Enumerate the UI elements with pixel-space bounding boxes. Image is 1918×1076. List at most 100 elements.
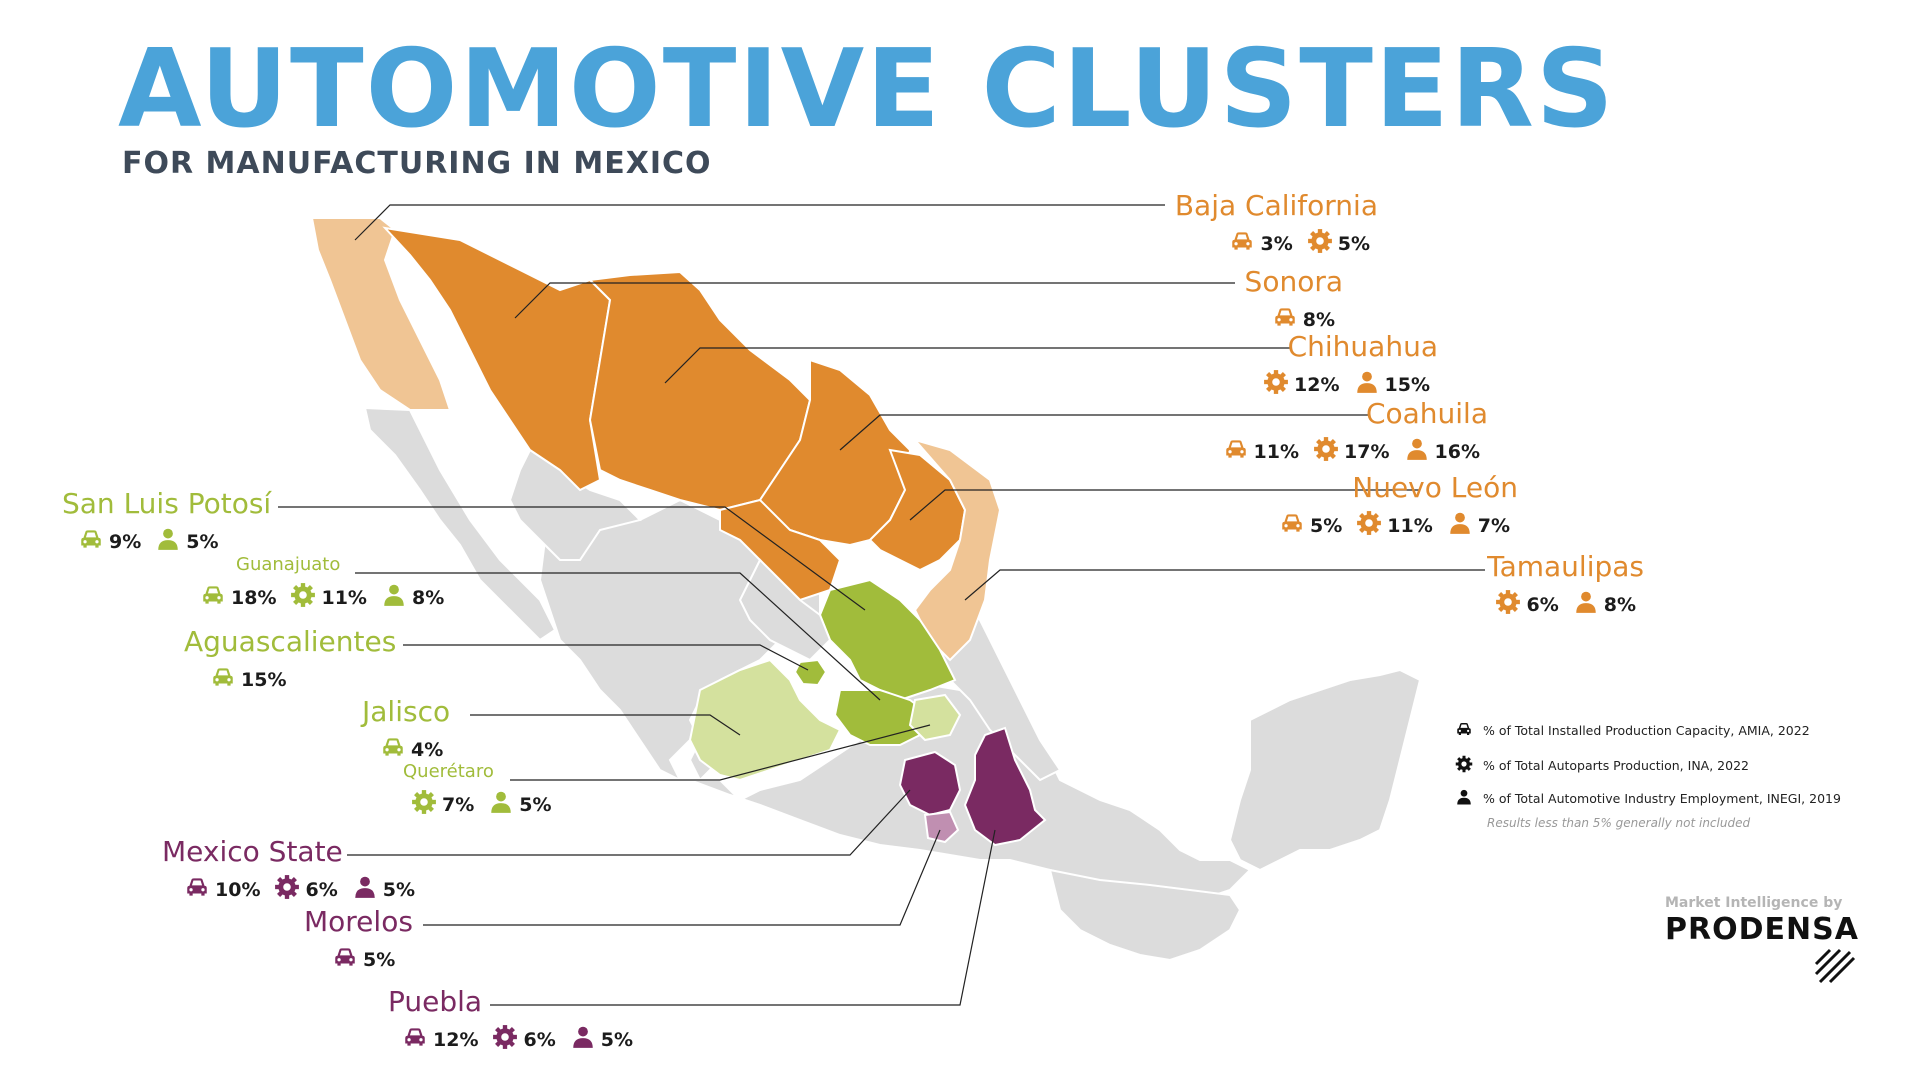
stat-value: 18% bbox=[231, 586, 277, 609]
leader-guanajuato bbox=[355, 572, 881, 701]
person-icon bbox=[488, 789, 514, 820]
region-chihuahua: Chihuahua 12% 15% bbox=[1263, 333, 1438, 400]
person-icon bbox=[1404, 436, 1430, 467]
region-mexico-state: Mexico State 10% 6% 5% bbox=[162, 838, 423, 905]
bajio-cluster bbox=[688, 558, 962, 782]
stat-person: 8% bbox=[381, 582, 444, 613]
car-icon bbox=[200, 582, 226, 613]
yucatan-shape bbox=[1228, 668, 1422, 872]
region-stats: 7% 5% bbox=[411, 789, 560, 820]
region-name: Mexico State bbox=[162, 835, 343, 868]
region-name: Coahuila bbox=[1365, 397, 1488, 430]
region-nuevo-leon: Nuevo León 5% 11% 7% bbox=[1279, 474, 1518, 541]
stat-person: 15% bbox=[1354, 369, 1430, 400]
region-name: Guanajuato bbox=[236, 554, 341, 575]
region-name: Querétaro bbox=[403, 761, 494, 782]
brand-stripes-icon bbox=[1814, 948, 1856, 984]
page-title: AUTOMOTIVE CLUSTERS bbox=[118, 27, 1616, 152]
gear-icon bbox=[1495, 589, 1521, 620]
stat-gear: 11% bbox=[1356, 510, 1433, 541]
region-queretaro: Querétaro 7% 5% bbox=[403, 763, 560, 820]
baja-california-shape bbox=[310, 217, 452, 411]
region-morelos: Morelos 5% bbox=[304, 908, 413, 975]
stat-value: 15% bbox=[241, 668, 287, 691]
person-icon bbox=[1447, 510, 1473, 541]
leader-sonora bbox=[514, 282, 1235, 319]
legend-item-capacity: % of Total Installed Production Capacity… bbox=[1455, 720, 1810, 741]
region-stats: 12% 15% bbox=[1263, 369, 1438, 400]
region-puebla: Puebla 12% 6% 5% bbox=[388, 988, 641, 1055]
region-stats: 5% bbox=[332, 944, 413, 975]
stat-value: 15% bbox=[1384, 373, 1430, 396]
stat-gear: 5% bbox=[1307, 228, 1370, 259]
legend-label: % of Total Autoparts Production, INA, 20… bbox=[1483, 758, 1749, 773]
region-name: Aguascalientes bbox=[184, 625, 397, 658]
stat-person: 5% bbox=[352, 874, 415, 905]
stat-car: 5% bbox=[332, 944, 395, 975]
region-aguascalientes: Aguascalientes 15% bbox=[184, 628, 396, 695]
morelos-shape bbox=[923, 810, 960, 844]
region-sonora: Sonora 8% bbox=[1245, 268, 1343, 335]
region-tamaulipas: Tamaulipas 6% 8% bbox=[1487, 553, 1644, 620]
car-icon bbox=[1272, 304, 1298, 335]
region-name: Sonora bbox=[1244, 265, 1343, 298]
region-name: San Luis Potosí bbox=[62, 487, 272, 520]
stat-value: 5% bbox=[1337, 232, 1370, 255]
stat-value: 5% bbox=[600, 1028, 634, 1051]
gear-icon bbox=[1455, 755, 1473, 776]
brand-tagline: Market Intelligence by bbox=[1665, 895, 1843, 911]
stat-car: 12% bbox=[402, 1024, 478, 1055]
stat-value: 11% bbox=[1253, 440, 1300, 463]
region-stats: 12% 6% 5% bbox=[402, 1024, 641, 1055]
stat-value: 5% bbox=[363, 948, 396, 971]
page-subtitle: FOR MANUFACTURING IN MEXICO bbox=[122, 146, 712, 181]
queretaro-shape bbox=[908, 693, 962, 742]
region-name: Morelos bbox=[304, 905, 413, 938]
region-jalisco: Jalisco 4% bbox=[362, 698, 451, 765]
north-cluster bbox=[310, 217, 1002, 662]
stat-value: 8% bbox=[411, 586, 445, 609]
oaxaca-chiapas-shape bbox=[1048, 868, 1242, 962]
stat-car: 3% bbox=[1229, 228, 1293, 259]
gear-icon bbox=[1263, 369, 1289, 400]
region-san-luis-potosi: San Luis Potosí 9% 5% bbox=[62, 490, 271, 557]
car-icon bbox=[380, 734, 406, 765]
sinaloa-shape bbox=[508, 448, 642, 561]
stat-value: 5% bbox=[382, 878, 416, 901]
gear-icon bbox=[1356, 510, 1382, 541]
legend-item-employment: % of Total Automotive Industry Employmen… bbox=[1455, 788, 1841, 809]
leader-lines bbox=[278, 204, 1485, 1006]
gear-icon bbox=[411, 789, 437, 820]
coahuila-shape bbox=[758, 358, 912, 547]
stat-gear: 17% bbox=[1313, 436, 1390, 467]
stat-car: 18% bbox=[200, 582, 276, 613]
region-stats: 11% 17% 16% bbox=[1223, 436, 1488, 467]
legend-note: Results less than 5% generally not inclu… bbox=[1487, 816, 1751, 830]
baja-california-sur-shape bbox=[363, 406, 557, 642]
legend-label: % of Total Automotive Industry Employmen… bbox=[1483, 791, 1841, 806]
car-icon bbox=[1223, 436, 1249, 467]
region-name: Jalisco bbox=[362, 695, 451, 728]
person-icon bbox=[352, 874, 378, 905]
car-icon bbox=[184, 874, 210, 905]
car-icon bbox=[402, 1024, 428, 1055]
stat-value: 12% bbox=[433, 1028, 479, 1051]
stat-value: 4% bbox=[411, 738, 444, 761]
person-icon bbox=[570, 1024, 596, 1055]
person-icon bbox=[381, 582, 407, 613]
stat-car: 9% bbox=[78, 526, 141, 557]
region-stats: 6% 8% bbox=[1487, 589, 1644, 620]
jalisco-shape bbox=[688, 658, 842, 782]
stat-value: 6% bbox=[523, 1028, 556, 1051]
region-name: Tamaulipas bbox=[1487, 550, 1644, 583]
leader-jalisco bbox=[470, 714, 741, 736]
stat-value: 11% bbox=[1387, 514, 1433, 537]
person-icon bbox=[155, 526, 181, 557]
stat-value: 9% bbox=[109, 530, 142, 553]
region-name: Puebla bbox=[388, 985, 483, 1018]
stat-person: 5% bbox=[155, 526, 219, 557]
slp-shape bbox=[818, 578, 957, 702]
car-icon bbox=[1279, 510, 1305, 541]
region-stats: 5% 11% 7% bbox=[1279, 510, 1518, 541]
stat-value: 5% bbox=[1309, 514, 1343, 537]
